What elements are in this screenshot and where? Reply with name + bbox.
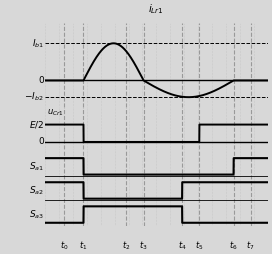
Text: $i_{Lr1}$: $i_{Lr1}$ bbox=[149, 2, 164, 16]
Text: $t_2$: $t_2$ bbox=[122, 240, 131, 252]
Text: $t_7$: $t_7$ bbox=[246, 240, 255, 252]
Text: $-I_{b2}$: $-I_{b2}$ bbox=[24, 91, 44, 103]
Text: $I_{b1}$: $I_{b1}$ bbox=[32, 37, 44, 50]
Text: $S_{a1}$: $S_{a1}$ bbox=[29, 160, 44, 173]
Text: 0: 0 bbox=[38, 76, 44, 85]
Text: $S_{a3}$: $S_{a3}$ bbox=[29, 208, 44, 221]
Text: $t_1$: $t_1$ bbox=[79, 240, 88, 252]
Text: 0: 0 bbox=[38, 137, 44, 147]
Text: $S_{a2}$: $S_{a2}$ bbox=[29, 184, 44, 197]
Text: $t_5$: $t_5$ bbox=[195, 240, 203, 252]
Text: $t_0$: $t_0$ bbox=[60, 240, 69, 252]
Text: $t_3$: $t_3$ bbox=[139, 240, 148, 252]
Text: $u_{Cr1}$: $u_{Cr1}$ bbox=[47, 107, 64, 118]
Text: $t_4$: $t_4$ bbox=[178, 240, 187, 252]
Text: $t_6$: $t_6$ bbox=[229, 240, 238, 252]
Text: $E/2$: $E/2$ bbox=[29, 119, 44, 130]
